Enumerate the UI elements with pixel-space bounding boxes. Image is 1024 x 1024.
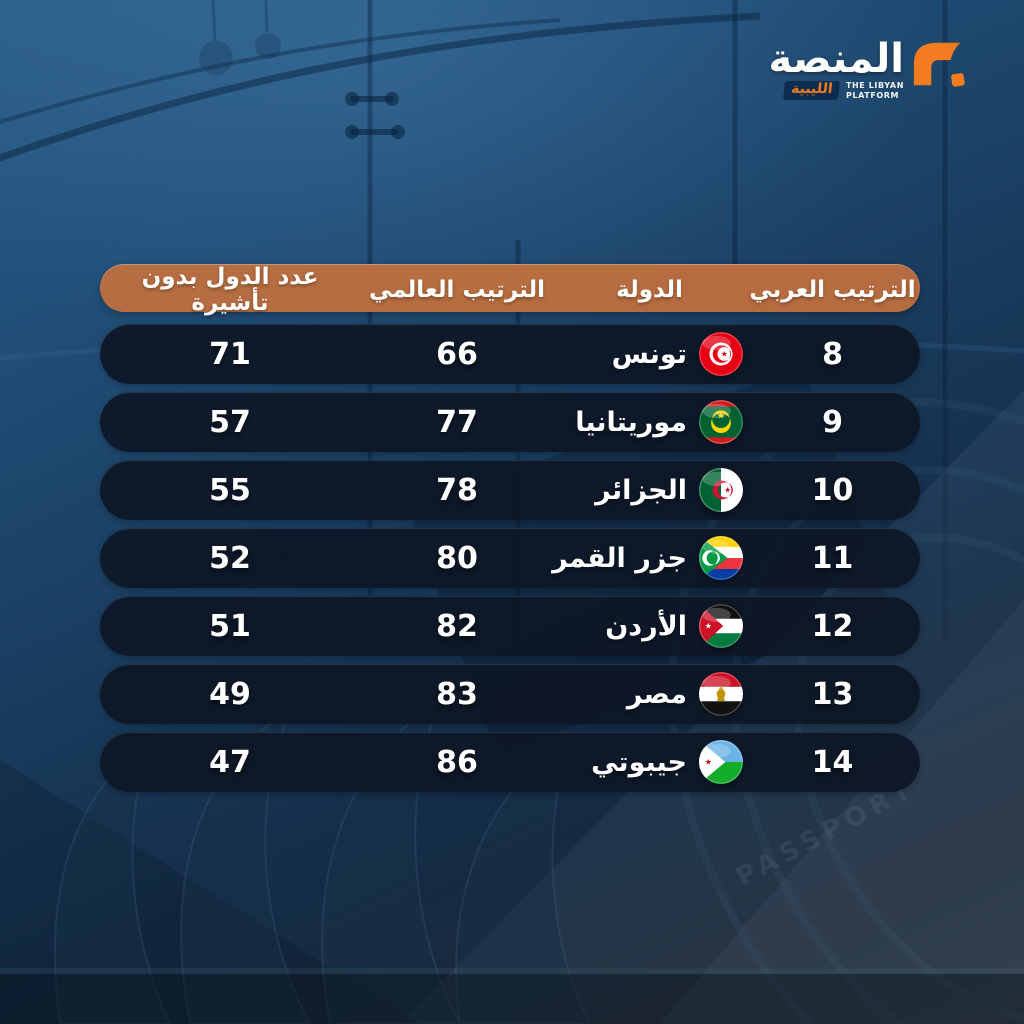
arab-rank: 8	[822, 336, 843, 372]
logo-english-caption: THE LIBYAN PLATFORM	[845, 81, 904, 100]
table-row: 47 86 جيبوتي 14	[100, 732, 920, 792]
country-name: مصر	[626, 678, 687, 710]
country-cell: جزر القمر	[552, 536, 745, 580]
world-rank: 80	[436, 540, 478, 576]
djibouti-flag-icon	[699, 740, 743, 784]
egypt-flag-icon	[699, 672, 743, 716]
visa-free-count: 51	[209, 608, 251, 644]
logo-title-arabic: المنصة	[768, 36, 905, 82]
visa-free-count: 49	[209, 676, 251, 712]
arab-rank: 14	[811, 744, 854, 780]
country-name: موريتانيا	[575, 406, 687, 438]
world-rank: 83	[436, 676, 478, 712]
country-cell: الأردن	[554, 604, 745, 648]
libyan-platform-logo: المنصة الليبية THE LIBYAN PLATFORM	[768, 34, 968, 101]
world-rank: 82	[436, 608, 478, 644]
visa-free-count: 47	[209, 744, 251, 780]
world-rank: 78	[436, 472, 478, 508]
header-country: الدولة	[616, 277, 683, 303]
world-rank: 86	[436, 744, 478, 780]
country-cell: جيبوتي	[554, 740, 745, 784]
country-name: جزر القمر	[552, 542, 687, 574]
table-row: 51 82 الأردن 12	[100, 596, 920, 656]
visa-free-count: 71	[209, 336, 251, 372]
logo-badge-libya: الليبية	[782, 81, 840, 101]
jordan-flag-icon	[699, 604, 743, 648]
visa-free-count: 55	[209, 472, 251, 508]
table-header: عدد الدول بدون تأشيرة الترتيب العالمي ال…	[100, 264, 920, 316]
country-name: تونس	[611, 338, 687, 370]
table-row: 52 80 جزر القمر	[100, 528, 920, 588]
arab-rank: 13	[811, 676, 854, 712]
country-name: الجزائر	[595, 474, 687, 506]
table-row: 57 77 موريتانيا 9	[100, 392, 920, 452]
header-arab-rank: الترتيب العربي	[749, 277, 916, 303]
world-rank: 66	[436, 336, 478, 372]
country-cell: موريتانيا	[554, 400, 745, 444]
header-world-rank: الترتيب العالمي	[368, 277, 546, 303]
country-name: جيبوتي	[591, 746, 687, 778]
country-cell: مصر	[554, 672, 745, 716]
arab-rank: 11	[811, 540, 854, 576]
arab-rank: 12	[811, 608, 854, 644]
comoros-flag-icon	[699, 536, 743, 580]
visa-free-count: 57	[209, 404, 251, 440]
mauritania-flag-icon	[699, 400, 743, 444]
arab-rank: 9	[822, 404, 843, 440]
header-visa-free-count: عدد الدول بدون تأشيرة	[141, 264, 319, 316]
country-name: الأردن	[605, 610, 687, 642]
country-cell: تونس	[554, 332, 745, 376]
platform-logo-mark-icon	[913, 42, 965, 87]
algeria-flag-icon	[699, 468, 743, 512]
visa-free-count: 52	[209, 540, 251, 576]
table-row: 71 66 تونس 8	[100, 324, 920, 384]
world-rank: 77	[436, 404, 478, 440]
tunisia-flag-icon	[699, 332, 743, 376]
arab-rank: 10	[811, 472, 854, 508]
table-row: 49 83 مصر 13	[100, 664, 920, 724]
ranking-table: عدد الدول بدون تأشيرة الترتيب العالمي ال…	[100, 264, 920, 800]
table-row: 55 78 الجزائر 10	[100, 460, 920, 520]
country-cell: الجزائر	[554, 468, 745, 512]
